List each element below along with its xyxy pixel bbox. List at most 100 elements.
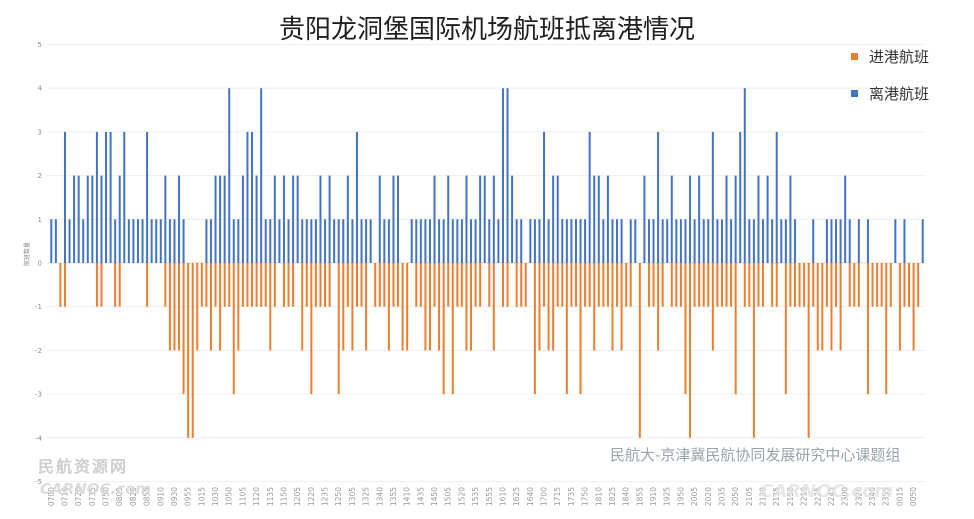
departure-bar-37: [219, 175, 222, 263]
y-tick-label: 3: [38, 128, 42, 136]
arrival-bar-179: [866, 263, 869, 395]
departure-bar-35: [209, 219, 212, 263]
departure-bar-143: [702, 219, 705, 263]
x-tick-label: 1120: [252, 487, 261, 506]
legend-label-arrivals: 进港航班: [869, 48, 929, 66]
x-tick-label: 1950: [676, 487, 685, 506]
x-tick-label: 0805: [115, 487, 124, 506]
departure-bar-144: [707, 219, 710, 263]
arrival-bar-109: [547, 263, 550, 351]
departure-bar-175: [848, 219, 851, 263]
departure-bar-150: [734, 175, 737, 263]
departure-bar-114: [570, 219, 573, 263]
credit-watermark: 民航大-京津冀民航协同发展研究中心课题组: [610, 446, 900, 464]
departure-bar-18: [132, 219, 135, 263]
x-tick-label: 0710: [60, 487, 69, 506]
x-tick-label: 2340: [868, 487, 877, 506]
arrival-bar-111: [556, 263, 559, 307]
arrival-bar-180: [871, 263, 874, 307]
arrival-bar-27: [173, 263, 176, 351]
arrival-bar-38: [223, 263, 226, 307]
departure-bar-99: [501, 88, 504, 263]
departure-bar-53: [292, 175, 295, 263]
departure-bar-118: [588, 131, 591, 263]
departure-bar-74: [387, 219, 390, 263]
departure-bar-38: [223, 175, 226, 263]
x-tick-label: 1910: [649, 487, 658, 506]
arrival-bar-100: [506, 263, 509, 307]
departure-bar-6: [77, 175, 80, 263]
departure-bar-14: [114, 219, 117, 263]
departure-bar-158: [771, 219, 774, 263]
departure-bar-60: [324, 219, 327, 263]
departure-bar-167: [812, 219, 815, 263]
x-tick-label: 2035: [717, 487, 726, 506]
arrival-bar-150: [734, 263, 737, 395]
departure-bar-21: [146, 131, 149, 263]
x-tick-label: 1925: [663, 487, 672, 506]
x-tick-label: 0825: [129, 487, 138, 506]
departure-bar-173: [839, 219, 842, 263]
y-tick-label: -1: [35, 303, 42, 311]
y-tick-label: -5: [35, 478, 42, 486]
departure-bar-109: [547, 219, 550, 263]
arrival-bar-97: [492, 263, 495, 351]
departure-bar-1: [54, 219, 57, 263]
x-tick-label: 0050: [909, 487, 918, 506]
arrival-bar-162: [789, 263, 792, 307]
site-watermark-en-right: CARNOC.com: [760, 481, 893, 502]
arrival-bar-116: [579, 263, 582, 395]
departure-bar-76: [397, 175, 400, 263]
departure-bar-75: [392, 175, 395, 263]
arrival-bar-34: [205, 263, 208, 307]
departure-bar-121: [602, 219, 605, 263]
x-tick-label: 1735: [567, 487, 576, 506]
arrival-bar-102: [515, 263, 518, 307]
departure-bar-130: [643, 175, 646, 263]
x-tick-label: 1305: [348, 487, 357, 506]
x-tick-label: 0955: [184, 487, 193, 506]
arrival-bar-28: [178, 263, 181, 351]
arrival-bar-119: [593, 263, 596, 351]
arrival-bar-187: [903, 263, 906, 307]
arrival-bar-148: [725, 263, 728, 307]
x-tick-label: 1015: [197, 487, 206, 506]
x-tick-label: 1700: [540, 487, 549, 506]
arrival-bar-147: [720, 263, 723, 307]
arrival-bar-61: [328, 263, 331, 307]
legend: 进港航班 离港航班: [851, 48, 929, 103]
arrival-bar-127: [629, 263, 632, 307]
departure-bar-162: [789, 175, 792, 263]
arrival-bar-52: [287, 263, 290, 307]
y-axis-tick-labels: 5 4 3 2 1 0 -1 -2 -3 -4 -5: [35, 41, 43, 486]
departure-bar-94: [479, 175, 482, 263]
arrival-bar-167: [812, 263, 815, 307]
departure-bar-110: [552, 175, 555, 263]
x-tick-label: 2225: [813, 487, 822, 506]
x-tick-label: 2050: [731, 487, 740, 506]
bars: [50, 88, 924, 438]
arrival-bar-67: [355, 263, 358, 307]
departure-bar-81: [419, 219, 422, 263]
arrival-bar-114: [570, 263, 573, 307]
arrival-bar-84: [433, 263, 436, 307]
departure-bar-187: [903, 219, 906, 263]
arrival-bar-103: [520, 263, 523, 307]
departure-bar-153: [748, 219, 751, 263]
arrival-bar-189: [912, 263, 915, 351]
site-watermark-cn: 民航资源网: [38, 457, 128, 476]
departure-bar-92: [470, 219, 473, 263]
departure-bar-146: [716, 219, 719, 263]
x-tick-label: 1435: [416, 487, 425, 506]
arrival-bar-158: [771, 263, 774, 307]
departure-bar-20: [141, 219, 144, 263]
departure-bar-62: [333, 219, 336, 263]
arrival-bar-183: [885, 263, 888, 395]
departure-bar-11: [100, 175, 103, 263]
arrival-bar-166: [807, 263, 810, 438]
arrival-bar-152: [743, 263, 746, 307]
x-tick-label: 0930: [170, 487, 179, 506]
departure-bar-115: [574, 219, 577, 263]
